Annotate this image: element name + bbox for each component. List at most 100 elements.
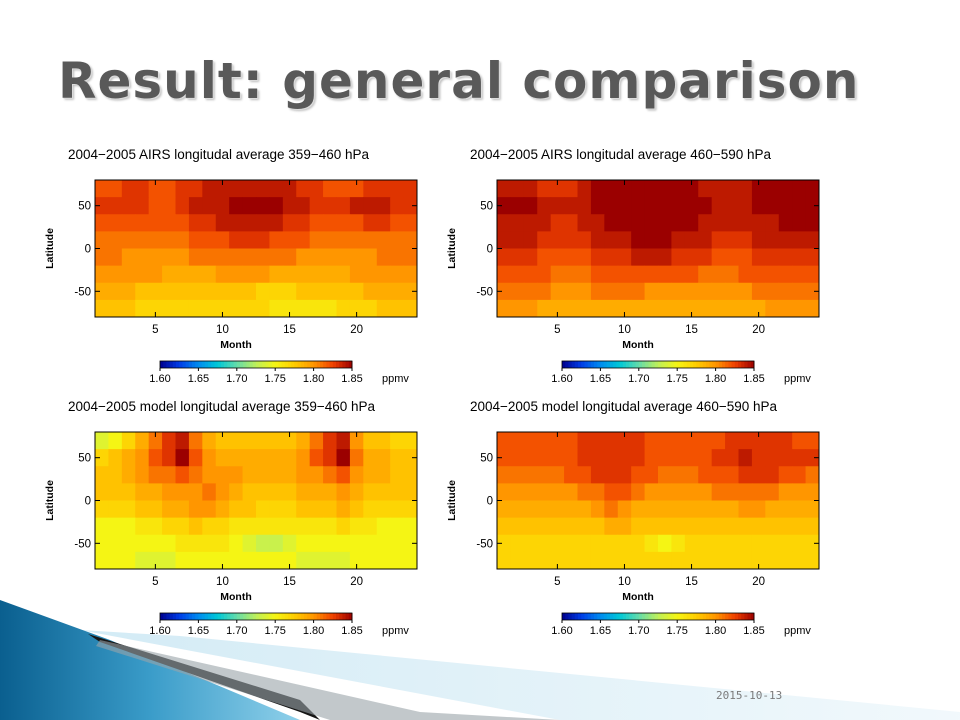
panel-title: 2004−2005 AIRS longitudal average 359−46… — [68, 147, 369, 162]
colorbar-segment — [584, 613, 589, 620]
heatmap-cell — [363, 449, 378, 467]
heatmap-cell — [323, 483, 337, 501]
colorbar-segment — [211, 361, 215, 368]
heatmap-cell — [778, 551, 793, 570]
heatmap-cell — [751, 214, 766, 232]
heatmap-cell — [309, 299, 324, 318]
heatmap-cell — [121, 299, 136, 318]
heatmap-cell — [269, 231, 284, 249]
colorbar-segment — [725, 361, 729, 368]
heatmap-cell — [376, 466, 391, 484]
heatmap-cell — [617, 265, 632, 284]
heatmap-cell — [175, 517, 190, 536]
heatmap-cell — [121, 500, 136, 519]
heatmap-cell — [215, 500, 230, 519]
colorbar-segment — [217, 613, 222, 620]
colorbar-segment — [706, 613, 710, 620]
figure-panel: 2004−2005 AIRS longitudal average 359−46… — [38, 140, 848, 640]
heatmap-cell — [577, 466, 592, 484]
colorbar-segment — [259, 361, 263, 368]
heatmap-cell — [671, 483, 686, 501]
colorbar-segment — [300, 361, 305, 368]
heatmap-cell — [590, 449, 605, 467]
heatmap-cell — [550, 299, 565, 318]
colorbar-segment — [320, 613, 324, 620]
heatmap-cell — [564, 517, 578, 536]
heatmap-cell — [644, 466, 659, 484]
colorbar-segment — [616, 361, 621, 368]
heatmap-cell — [751, 500, 766, 519]
x-tick-label: 20 — [350, 576, 363, 588]
heatmap-cell — [242, 500, 257, 519]
heatmap-cell — [738, 432, 753, 450]
decor-black-swoosh — [88, 634, 320, 720]
heatmap-cell — [242, 449, 257, 467]
heatmap-cell — [282, 466, 297, 484]
colorbar-segment — [715, 361, 720, 368]
heatmap-cell — [323, 282, 337, 301]
heatmap-cell — [751, 299, 766, 318]
colorbar-tick-label: 1.70 — [226, 373, 247, 385]
heatmap-cell — [644, 265, 659, 284]
x-tick-label: 15 — [283, 324, 296, 336]
heatmap-cell — [188, 466, 203, 484]
heatmap-cell — [805, 449, 820, 467]
heatmap-cell — [336, 197, 351, 215]
heatmap-cell — [778, 432, 793, 450]
heatmap-cell — [658, 180, 672, 198]
heatmap-cell — [135, 265, 150, 284]
colorbar-segment — [747, 361, 752, 368]
heatmap-cell — [590, 466, 605, 484]
colorbar-segment — [326, 613, 331, 620]
heatmap-cell — [376, 551, 391, 570]
heatmap-cell — [296, 517, 311, 536]
heatmap-cell — [148, 299, 163, 318]
colorbar-segment — [594, 613, 598, 620]
heatmap-cell — [282, 214, 297, 232]
heatmap-cell — [617, 248, 632, 267]
heatmap-cell — [135, 197, 150, 215]
heatmap-cell — [376, 299, 391, 318]
colorbar-tick-label: 1.70 — [628, 625, 649, 637]
heatmap-cell — [684, 214, 699, 232]
heatmap-cell — [148, 265, 163, 284]
colorbar-segment — [654, 613, 659, 620]
colorbar-tick-label: 1.65 — [590, 373, 611, 385]
heatmap-cell — [390, 180, 404, 198]
heatmap-panel-2: 2004−2005 AIRS longitudal average 460−59… — [446, 147, 820, 385]
heatmap-cell — [175, 551, 190, 570]
heatmap-cell — [148, 214, 163, 232]
colorbar-segment — [230, 361, 235, 368]
heatmap-cell — [711, 282, 726, 301]
heatmap-cell — [778, 265, 793, 284]
colorbar-segment — [265, 613, 270, 620]
heatmap-cell — [336, 432, 351, 450]
colorbar-segment — [709, 361, 713, 368]
colorbar-segment — [606, 613, 611, 620]
heatmap-cell — [108, 231, 123, 249]
heatmap-cell — [390, 466, 404, 484]
colorbar-segment — [616, 613, 621, 620]
heatmap-cell — [269, 265, 284, 284]
colorbar-segment — [750, 361, 755, 368]
colorbar-segment — [288, 361, 292, 368]
decor-gray-swoosh — [96, 640, 560, 720]
heatmap-cell — [711, 180, 726, 198]
colorbar-segment — [667, 361, 672, 368]
colorbar-segment — [696, 361, 701, 368]
heatmap-cell — [523, 449, 538, 467]
heatmap-cell — [550, 265, 565, 284]
colorbar-segment — [204, 361, 209, 368]
heatmap-cell — [403, 214, 418, 232]
heatmap-cell — [363, 231, 378, 249]
heatmap-cell — [550, 534, 565, 553]
colorbar-segment — [712, 361, 717, 368]
heatmap-cell — [162, 231, 176, 249]
colorbar-segment — [268, 613, 273, 620]
colorbar-segment — [709, 613, 713, 620]
heatmap-cell — [510, 180, 525, 198]
heatmap-cell — [684, 449, 699, 467]
y-tick-label: -50 — [476, 538, 493, 550]
heatmap-cell — [497, 517, 511, 536]
colorbar-segment — [645, 361, 649, 368]
